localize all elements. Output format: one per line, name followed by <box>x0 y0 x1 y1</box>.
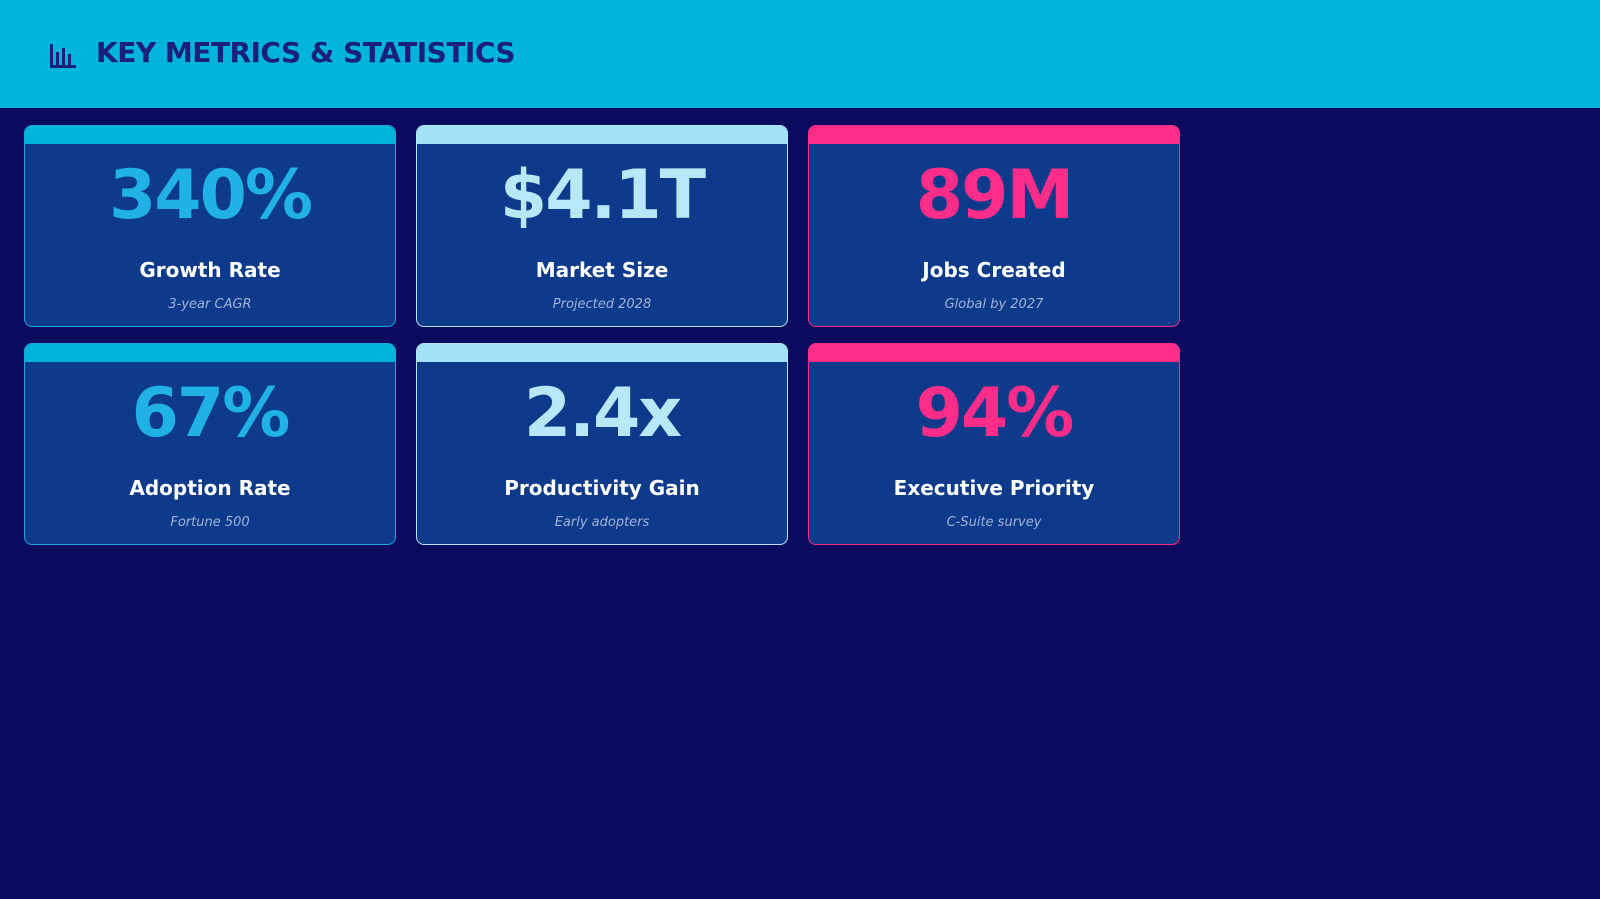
metric-value: 2.4x <box>523 374 682 453</box>
metric-value: 89M <box>915 156 1074 235</box>
accent-bar <box>25 126 395 144</box>
metric-note: C-Suite survey <box>946 515 1042 530</box>
metric-note: Projected 2028 <box>552 297 652 312</box>
accent-bar <box>25 344 395 362</box>
metric-value: 94% <box>915 374 1075 453</box>
accent-bar <box>417 126 787 144</box>
metric-value: 67% <box>131 374 291 453</box>
metric-note: Early adopters <box>554 515 650 530</box>
metric-card: 340% Growth Rate 3-year CAGR <box>24 125 396 327</box>
metric-label: Adoption Rate <box>129 476 291 500</box>
metric-label: Productivity Gain <box>504 476 700 500</box>
title: KEY METRICS & STATISTICS <box>96 36 516 69</box>
metric-card: 89M Jobs Created Global by 2027 <box>808 125 1180 327</box>
accent-bar <box>809 344 1179 362</box>
metric-label: Growth Rate <box>139 258 281 282</box>
accent-bar <box>417 344 787 362</box>
metric-label: Jobs Created <box>922 258 1066 282</box>
metric-label: Market Size <box>535 258 669 282</box>
metric-note: Fortune 500 <box>170 515 250 530</box>
card-grid: 340% Growth Rate 3-year CAGR $4.1T Market Si… <box>24 125 1180 545</box>
metric-value: 340% <box>108 156 313 235</box>
metric-value: $4.1T <box>499 156 706 235</box>
metric-label: Executive Priority <box>893 476 1095 500</box>
metric-card: 67% Adoption Rate Fortune 500 <box>24 343 396 545</box>
metric-note: Global by 2027 <box>944 297 1044 312</box>
header: KEY METRICS & STATISTICS <box>0 0 1600 108</box>
accent-bar <box>809 126 1179 144</box>
metric-card: 2.4x Productivity Gain Early adopters <box>416 343 788 545</box>
metric-card: $4.1T Market Size Projected 2028 <box>416 125 788 327</box>
chart-icon <box>50 44 76 68</box>
metric-card: 94% Executive Priority C-Suite survey <box>808 343 1180 545</box>
metric-note: 3-year CAGR <box>168 297 252 312</box>
